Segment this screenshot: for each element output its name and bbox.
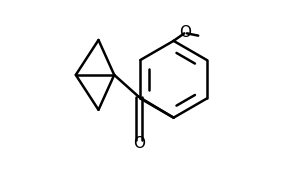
Text: O: O bbox=[133, 136, 145, 151]
Text: O: O bbox=[179, 25, 191, 40]
